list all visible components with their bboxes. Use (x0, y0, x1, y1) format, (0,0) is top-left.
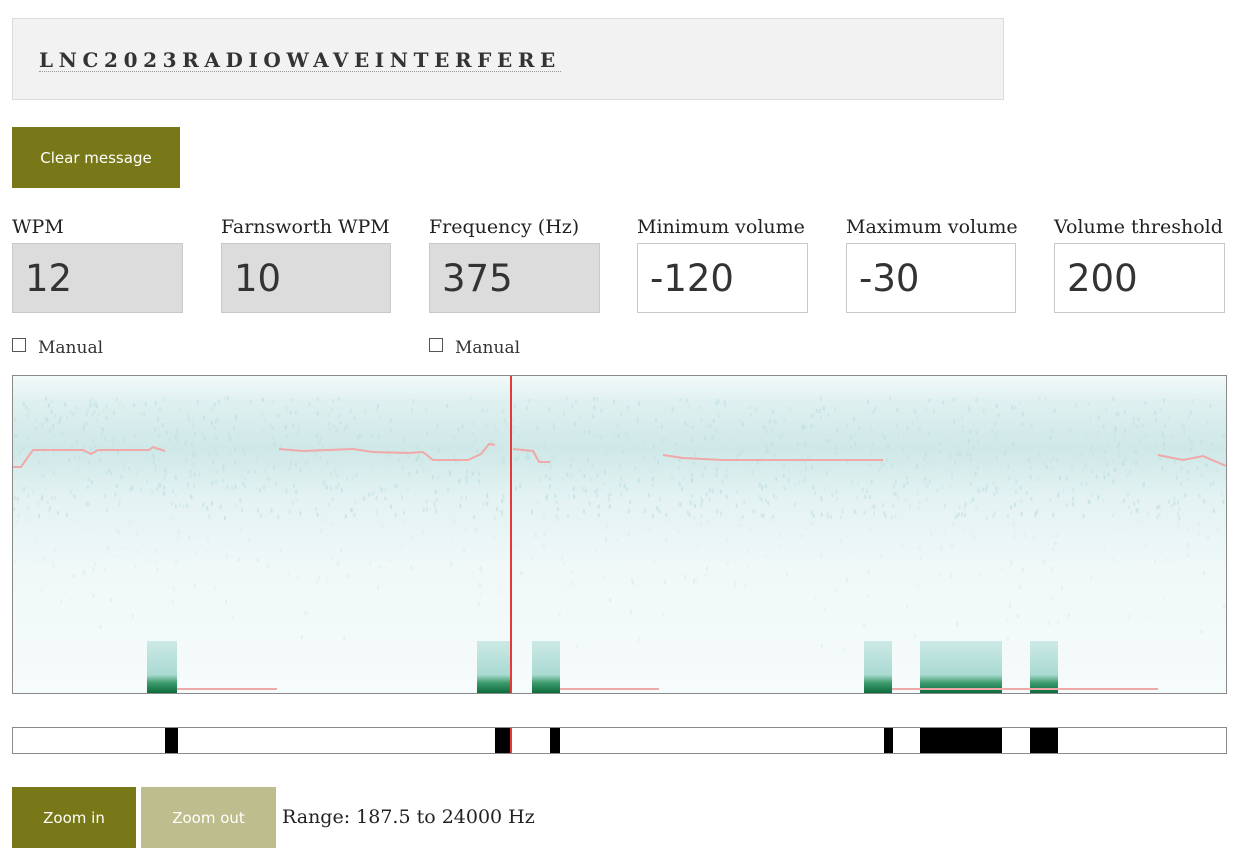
morse-timeline-canvas[interactable] (13, 728, 1226, 753)
zoom-out-button[interactable]: Zoom out (141, 787, 276, 848)
manual-frequency-toggle[interactable]: Manual (429, 338, 520, 358)
farnsworth-wpm-input[interactable] (221, 243, 391, 313)
volume-threshold-label: Volume threshold (1054, 216, 1223, 238)
noise-texture (13, 396, 1226, 652)
manual-wpm-label: Manual (38, 338, 104, 358)
frequency-input[interactable] (429, 243, 600, 313)
frequency-label: Frequency (Hz) (429, 216, 580, 238)
volume-threshold-input[interactable] (1054, 243, 1225, 313)
manual-wpm-toggle[interactable]: Manual (12, 338, 103, 358)
pitch-trace-lines (13, 442, 1226, 468)
clear-message-button[interactable]: Clear message (12, 127, 180, 188)
morse-timeline[interactable] (12, 727, 1227, 754)
spectrogram-canvas[interactable] (13, 376, 1226, 693)
minimum-volume-label: Minimum volume (637, 216, 805, 238)
farnsworth-wpm-label: Farnsworth WPM (221, 216, 390, 238)
decoded-message-box: LNC2023RADIOWAVEINTERFERE (12, 18, 1004, 100)
spectrogram[interactable] (12, 375, 1227, 694)
zoom-in-button[interactable]: Zoom in (12, 787, 136, 848)
maximum-volume-input[interactable] (846, 243, 1016, 313)
minimum-volume-input[interactable] (637, 243, 808, 313)
signal-bursts (147, 641, 1058, 693)
manual-frequency-label: Manual (455, 338, 521, 358)
morse-marks (165, 728, 1058, 753)
frequency-range-text: Range: 187.5 to 24000 Hz (282, 806, 535, 828)
manual-frequency-checkbox[interactable] (429, 338, 443, 352)
manual-wpm-checkbox[interactable] (12, 338, 26, 352)
wpm-label: WPM (12, 216, 64, 238)
maximum-volume-label: Maximum volume (846, 216, 1018, 238)
decoded-message-text: LNC2023RADIOWAVEINTERFERE (39, 48, 561, 72)
wpm-input[interactable] (12, 243, 183, 313)
